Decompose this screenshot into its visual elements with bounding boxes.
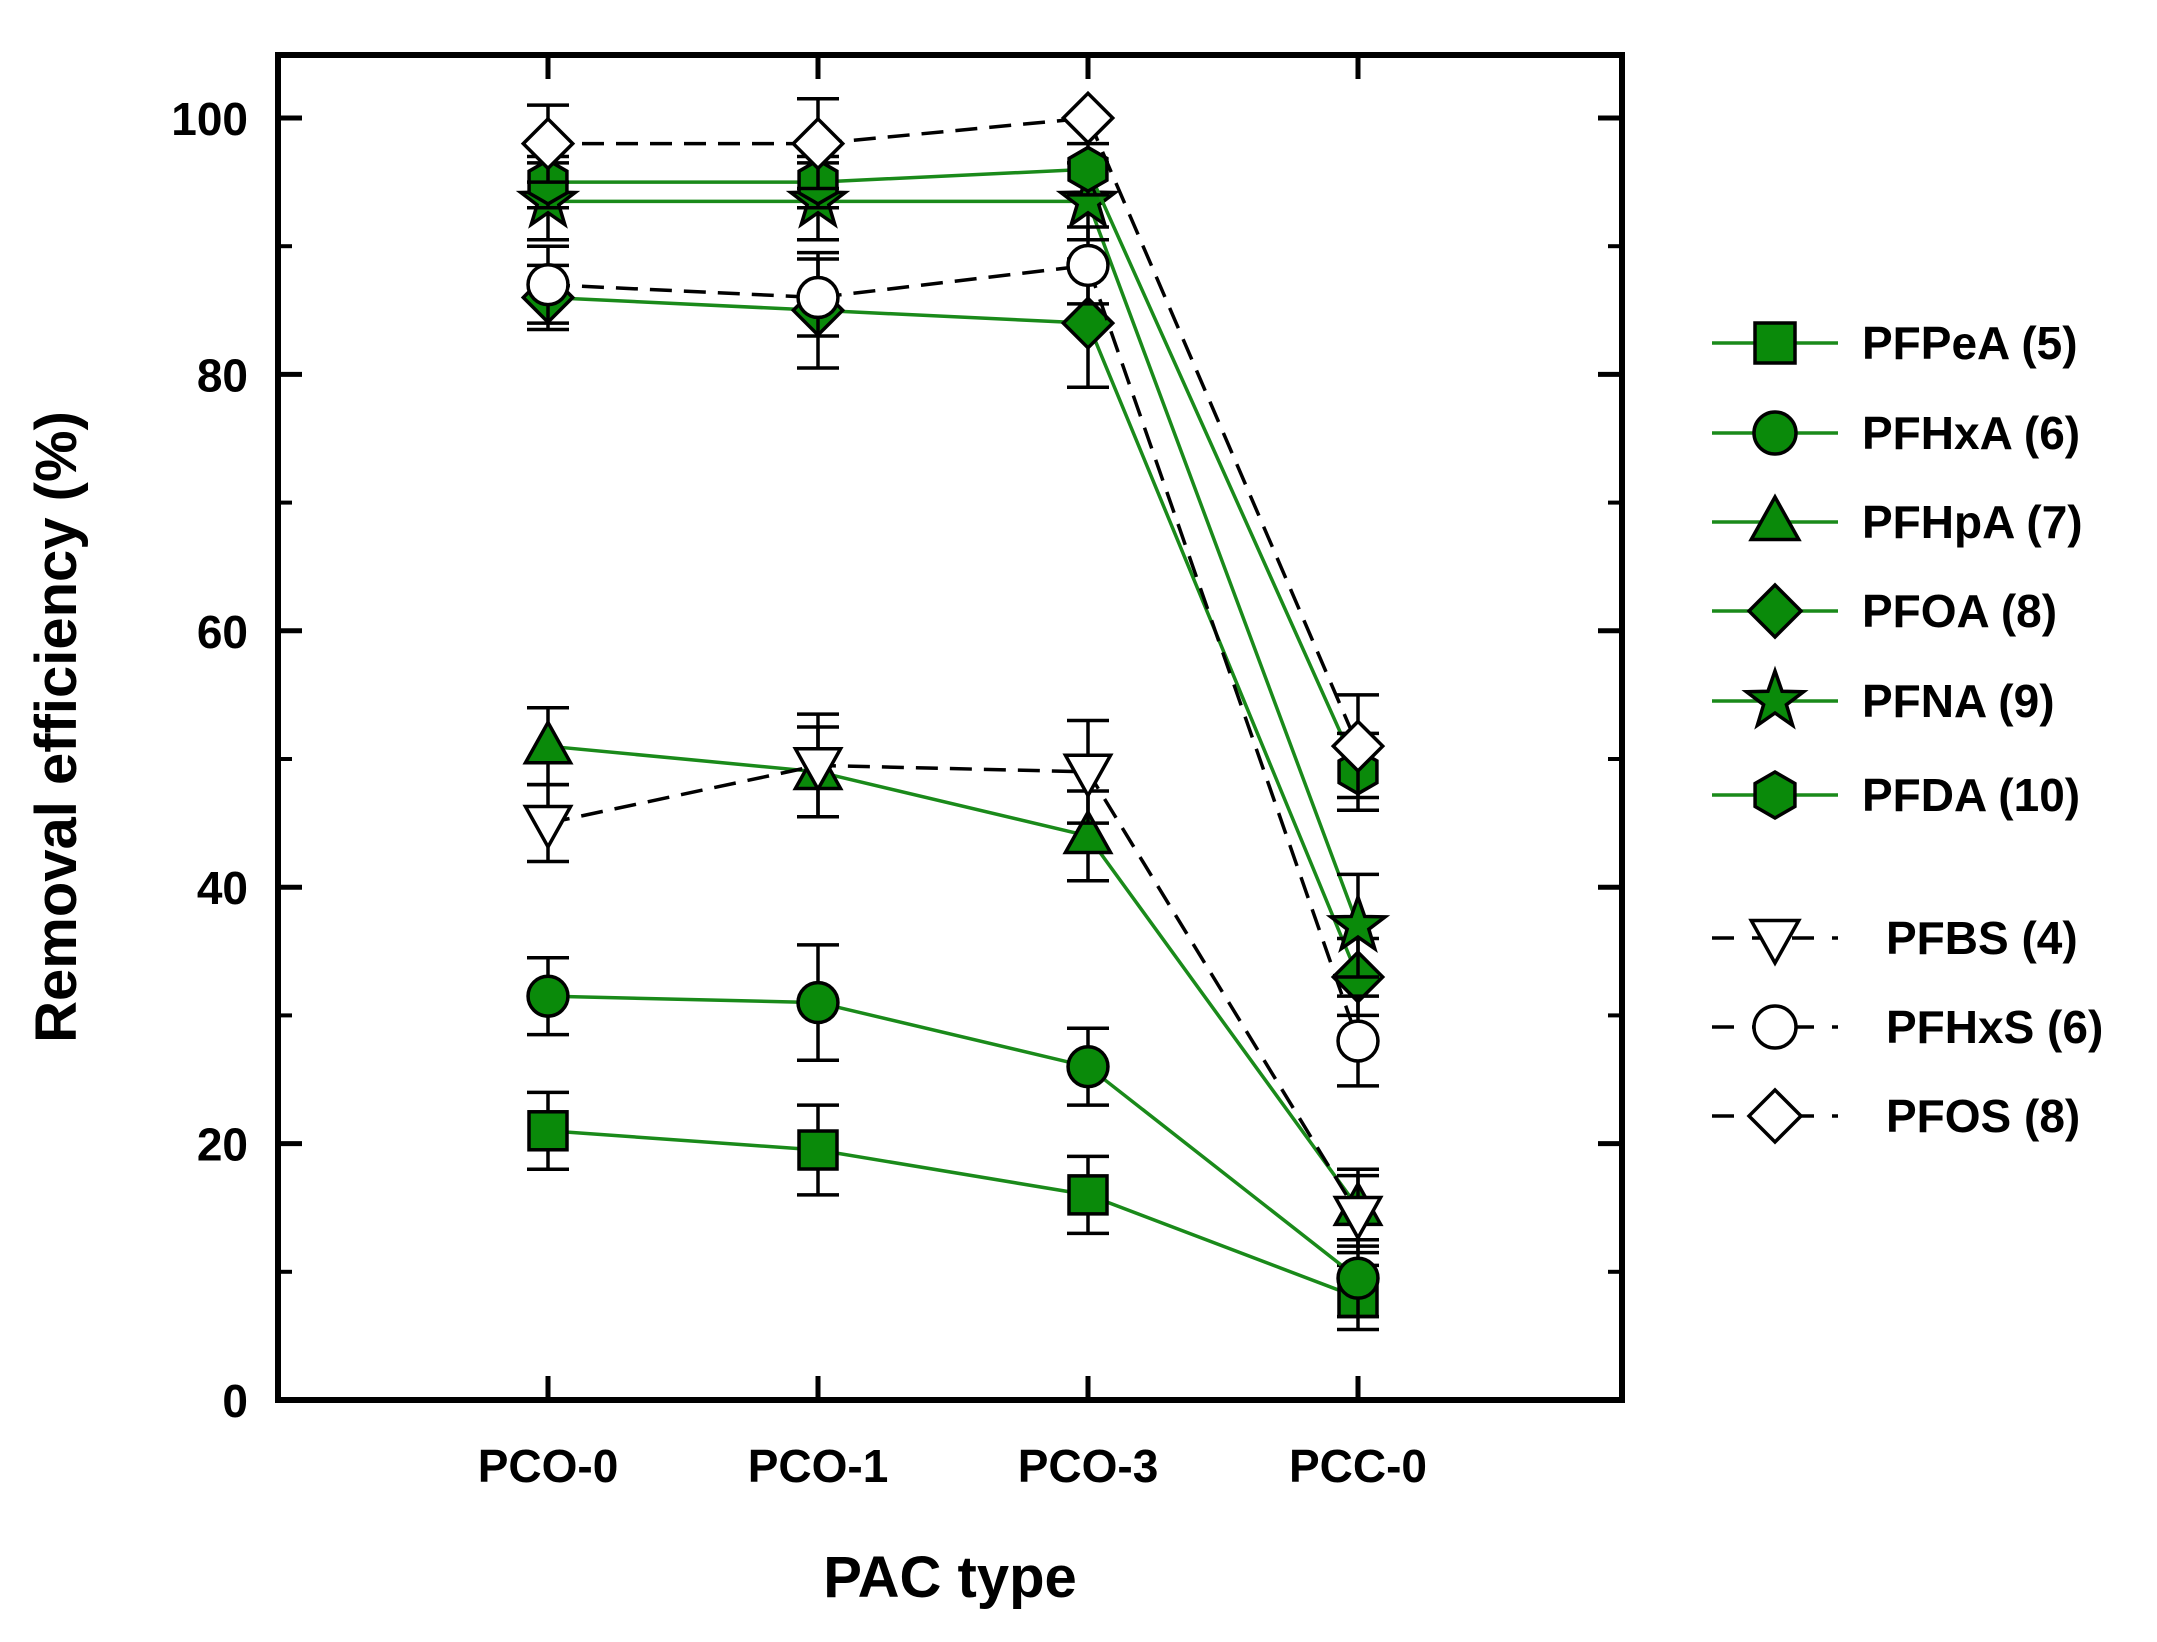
legend-item-1: PFHxA (6) <box>1712 407 2080 459</box>
legend-item-3: PFOA (8) <box>1712 582 2057 640</box>
data-point <box>1060 295 1116 351</box>
legend-marker <box>1741 665 1809 730</box>
y-tick-label: 0 <box>222 1375 248 1427</box>
legend-label: PFOS (8) <box>1886 1090 2080 1142</box>
y-tick-label: 100 <box>171 93 248 145</box>
series-2 <box>522 705 1384 1248</box>
series-5 <box>527 141 1379 813</box>
data-point <box>790 116 846 171</box>
legend-item-4: PFNA (9) <box>1712 665 2055 730</box>
series-line <box>548 199 1360 927</box>
series-7 <box>526 225 1380 1088</box>
data-point <box>1062 808 1114 855</box>
y-axis-label: Removal efficiency (%) <box>24 411 89 1043</box>
legend-marker <box>1752 1004 1798 1050</box>
series-line <box>548 116 1360 747</box>
y-tick-label: 40 <box>197 862 248 914</box>
legend-item-6: PFBS (4) <box>1712 912 2078 967</box>
y-tick-label: 80 <box>197 349 248 401</box>
series-line <box>547 994 1360 1280</box>
legend-label: PFHxA (6) <box>1862 407 2080 459</box>
series-line <box>547 763 1360 1216</box>
series-0 <box>527 1090 1379 1332</box>
series-line <box>547 263 1360 1042</box>
data-point <box>1067 145 1109 194</box>
data-point <box>796 980 840 1025</box>
legend: PFPeA (5) PFHxA (6) PFHpA (7) PFOA (8) PFNA … <box>1712 317 2103 1145</box>
data-point <box>522 804 574 851</box>
plot-frame <box>275 52 1625 1403</box>
series-8 <box>520 90 1386 800</box>
legend-label: PFOA (8) <box>1862 585 2057 637</box>
data-point <box>1332 1195 1384 1242</box>
data-point <box>526 974 570 1018</box>
legend-marker <box>1746 582 1804 640</box>
data-point <box>1066 243 1110 288</box>
data-point <box>526 262 570 307</box>
legend-marker <box>1753 321 1797 365</box>
x-tick-label: PCO-3 <box>1018 1440 1159 1492</box>
series-line <box>547 295 1360 978</box>
y-tick-label: 20 <box>197 1119 248 1171</box>
legend-item-8: PFOS (8) <box>1712 1087 2080 1145</box>
series-line <box>547 1129 1359 1300</box>
x-tick-label: PCO-1 <box>748 1440 889 1492</box>
legend-label: PFPeA (5) <box>1862 317 2078 369</box>
legend-marker <box>1746 1087 1804 1145</box>
data-point <box>520 116 576 171</box>
legend-item-0: PFPeA (5) <box>1712 317 2078 369</box>
data-point <box>792 747 844 793</box>
series-6 <box>522 712 1384 1255</box>
legend-item-7: PFHxS (6) <box>1712 1001 2103 1053</box>
legend-label: PFDA (10) <box>1862 769 2080 821</box>
data-point <box>797 1129 839 1171</box>
data-point <box>1067 1174 1109 1216</box>
legend-item-5: PFDA (10) <box>1712 769 2080 821</box>
x-tick-label: PCO-0 <box>478 1440 619 1492</box>
data-point <box>1336 1019 1380 1063</box>
legend-marker <box>1753 769 1797 821</box>
legend-marker <box>1748 918 1802 967</box>
legend-label: PFHxS (6) <box>1886 1001 2103 1053</box>
y-tick-label: 60 <box>197 606 248 658</box>
series-1 <box>526 943 1380 1319</box>
series-line <box>548 167 1360 773</box>
series-4 <box>515 161 1391 979</box>
legend-label: PFNA (9) <box>1862 675 2055 727</box>
data-point <box>1066 1044 1110 1089</box>
data-point <box>522 718 574 765</box>
series-layer <box>515 90 1391 1332</box>
legend-item-2: PFHpA (7) <box>1712 493 2083 548</box>
legend-marker <box>1748 493 1802 542</box>
data-point <box>527 1110 569 1152</box>
data-point <box>1055 167 1121 229</box>
data-point <box>1062 753 1114 800</box>
data-point <box>1330 719 1386 774</box>
legend-label: PFBS (4) <box>1886 912 2078 964</box>
data-point <box>1336 1256 1380 1300</box>
x-tick-label: PCC-0 <box>1289 1440 1427 1492</box>
legend-label: PFHpA (7) <box>1862 496 2083 548</box>
data-point <box>1060 90 1116 146</box>
axes-layer: 0 20 40 60 80 100 PCO-0 PCO-1 PCO-3 PCC-0 <box>171 55 1622 1492</box>
series-line <box>547 744 1360 1209</box>
x-axis-label: PAC type <box>823 1545 1077 1610</box>
legend-marker <box>1752 410 1798 456</box>
data-point <box>1325 891 1391 954</box>
data-point <box>796 275 840 320</box>
series-3 <box>520 250 1386 1018</box>
